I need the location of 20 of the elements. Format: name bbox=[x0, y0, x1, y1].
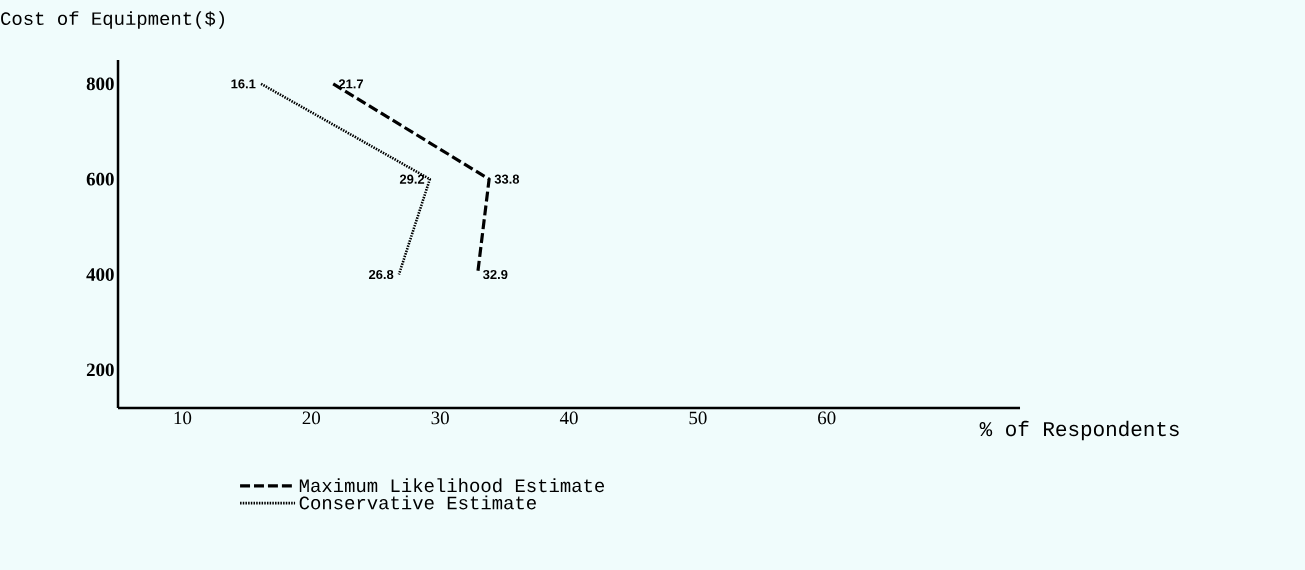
x-axis-title: % of Respondents bbox=[979, 420, 1179, 441]
data-label: 33.8 bbox=[494, 174, 520, 184]
x-tick-label: 20 bbox=[302, 411, 321, 425]
x-tick-label: 30 bbox=[431, 411, 449, 425]
y-tick-label: 800 bbox=[86, 77, 114, 91]
data-label: 29.2 bbox=[399, 174, 425, 184]
y-tick-label: 600 bbox=[86, 172, 114, 186]
x-tick-label: 10 bbox=[174, 411, 192, 425]
y-tick-label: 400 bbox=[86, 268, 114, 281]
legend-label: Conservative Estimate bbox=[299, 495, 536, 510]
y-tick-label: 200 bbox=[86, 363, 114, 377]
y-axis-title: Cost of Equipment($) bbox=[1, 11, 225, 29]
x-tick-label: 40 bbox=[559, 411, 578, 425]
data-label: 21.7 bbox=[338, 79, 364, 89]
data-label: 16.1 bbox=[231, 79, 256, 89]
legend-label: Maximum Likelihood Estimate bbox=[299, 478, 605, 493]
x-tick-label: 60 bbox=[818, 411, 836, 425]
x-tick-label: 50 bbox=[689, 411, 707, 425]
data-label: 26.8 bbox=[368, 269, 394, 280]
data-label: 32.9 bbox=[483, 269, 508, 280]
